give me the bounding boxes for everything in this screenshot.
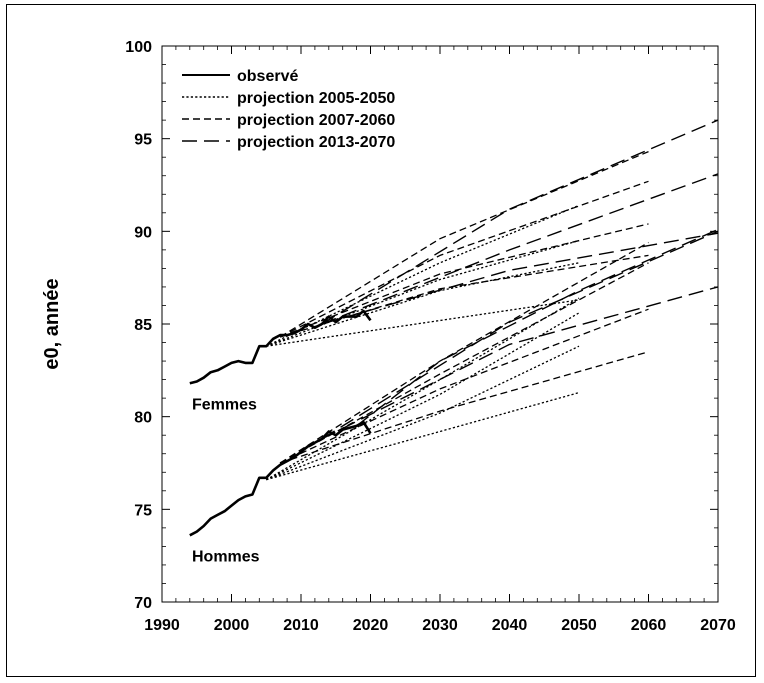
series-line-hommes-dashed (279, 241, 649, 464)
y-tick-label: 95 (134, 132, 152, 149)
x-tick-label: 2070 (700, 617, 736, 634)
y-tick-label: 100 (125, 39, 152, 56)
group-label-femmes: Femmes (192, 396, 257, 413)
series-line-hommes-dashed (279, 262, 649, 464)
figure-frame (6, 4, 756, 677)
series-layer (189, 119, 719, 537)
x-tick-label: 1990 (144, 617, 180, 634)
plot-area (161, 45, 719, 603)
y-axis-label: e0, année (41, 278, 63, 369)
series-line-hommes-dotted (266, 391, 580, 481)
y-tick-label: 85 (134, 317, 152, 334)
series-line-femmes-dashed (279, 151, 649, 338)
x-tick-label: 2050 (561, 617, 597, 634)
major-ticks (161, 45, 719, 603)
series-line-femmes-dotted (266, 262, 580, 347)
series-line-femmes-dashed (279, 180, 649, 338)
x-tick-label: 2020 (353, 617, 389, 634)
x-tick-label: 2000 (214, 617, 250, 634)
series-line-hommes-dotted (266, 345, 580, 481)
series-line-femmes-longdash (321, 232, 719, 325)
group-label-hommes: Hommes (192, 548, 260, 565)
y-tick-label: 75 (134, 502, 152, 519)
series-line-hommes-observed (189, 420, 372, 537)
minor-ticks (162, 46, 718, 602)
x-tick-label: 2010 (283, 617, 319, 634)
legend-label-projection-2007-2060: projection 2007-2060 (237, 112, 395, 129)
series-line-femmes-observed (189, 309, 372, 385)
y-tick-label: 80 (134, 410, 152, 427)
series-line-hommes-dashed (279, 308, 649, 464)
x-tick-label: 2030 (422, 617, 458, 634)
y-tick-label: 90 (134, 224, 152, 241)
series-line-hommes-dashed (279, 351, 649, 464)
series-line-femmes-longdash (321, 173, 719, 325)
x-tick-labels: 1990 2000 2010 2020 2030 2040 2050 2060 2070 (144, 617, 736, 634)
legend-label-projection-2013-2070: projection 2013-2070 (237, 134, 395, 151)
x-tick-label: 2040 (492, 617, 528, 634)
series-line-hommes-longdash (321, 230, 719, 440)
legend-label-observe: observé (237, 68, 298, 85)
x-tick-label: 2060 (631, 617, 667, 634)
legend: observé projection 2005-2050 projection … (182, 68, 395, 151)
series-line-hommes-dotted (266, 312, 580, 481)
series-line-femmes-longdash (321, 119, 719, 325)
series-line-femmes-dotted (266, 299, 580, 347)
series-line-hommes-dotted (265, 297, 580, 481)
y-tick-labels: 70 75 80 85 90 95 100 (125, 39, 152, 612)
series-line-femmes-dashed (279, 223, 649, 338)
series-line-hommes-longdash (356, 228, 719, 427)
legend-label-projection-2005-2050: projection 2005-2050 (237, 90, 395, 107)
series-line-hommes-longdash (321, 286, 719, 440)
y-tick-label: 70 (134, 595, 152, 612)
